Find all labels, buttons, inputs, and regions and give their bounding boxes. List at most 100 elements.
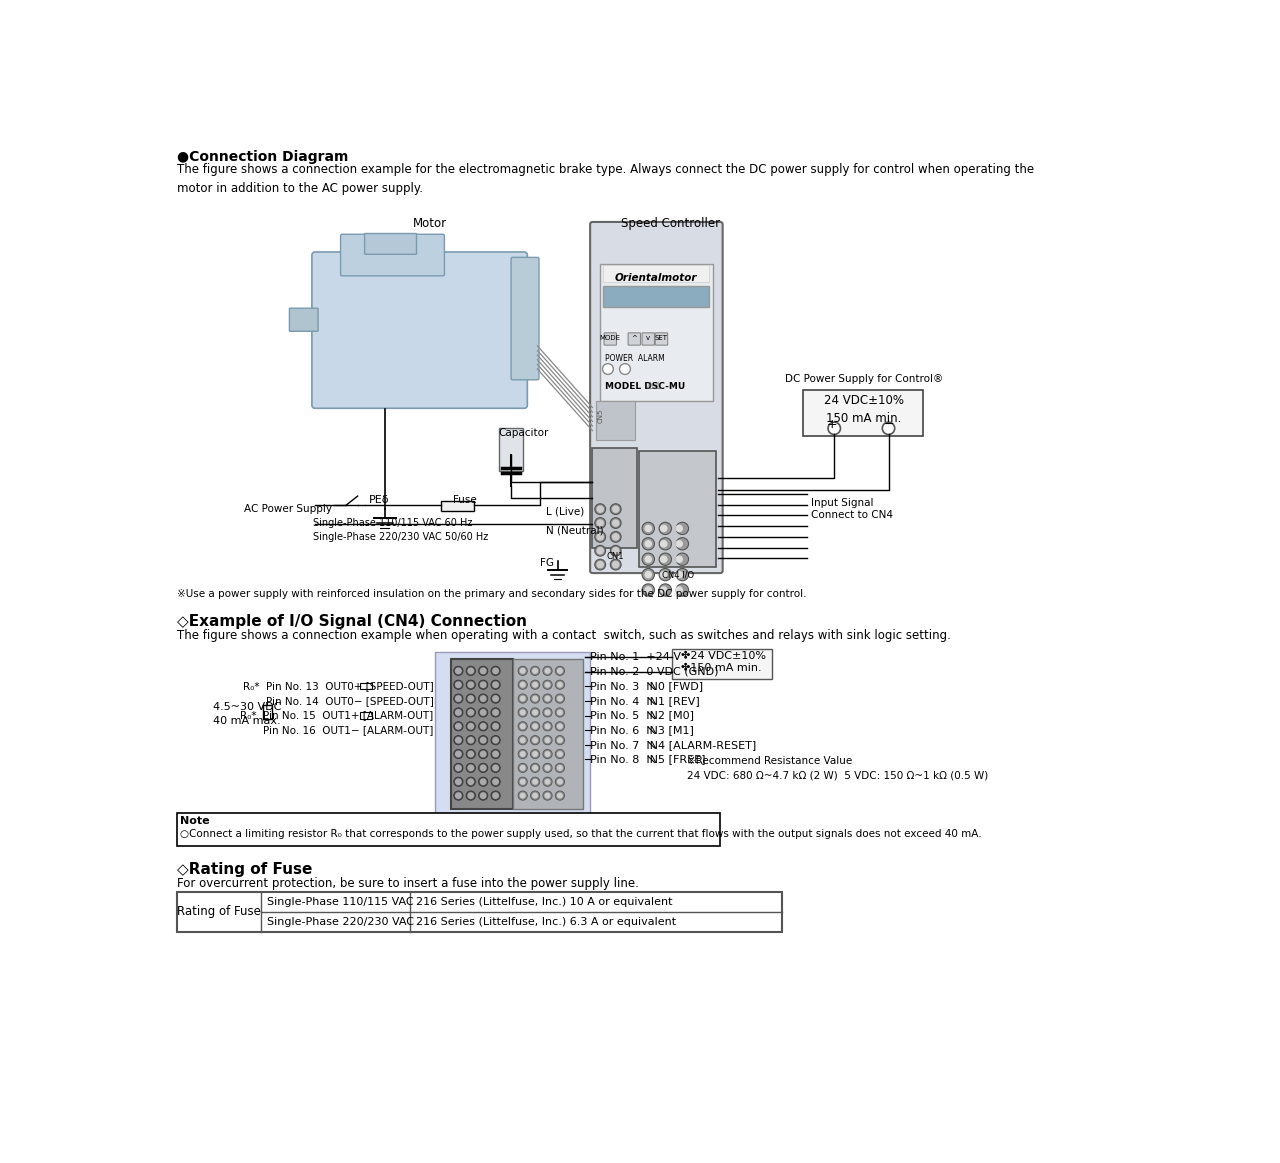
Text: Single-Phase 110/115 VAC: Single-Phase 110/115 VAC	[268, 897, 413, 907]
Circle shape	[468, 737, 474, 743]
Circle shape	[611, 518, 621, 528]
Text: PEδ: PEδ	[369, 495, 389, 505]
Text: FG: FG	[540, 558, 554, 568]
Bar	[804, 390, 923, 436]
Circle shape	[468, 751, 474, 757]
Circle shape	[468, 682, 474, 687]
Circle shape	[453, 680, 463, 690]
Text: Single-Phase 110/115 VAC 60 Hz
Single-Phase 220/230 VAC 50/60 Hz: Single-Phase 110/115 VAC 60 Hz Single-Ph…	[314, 518, 489, 542]
Circle shape	[456, 765, 461, 771]
Circle shape	[468, 709, 474, 715]
Circle shape	[613, 562, 618, 568]
FancyBboxPatch shape	[340, 234, 444, 276]
Circle shape	[492, 735, 500, 744]
Circle shape	[480, 793, 486, 798]
Circle shape	[532, 669, 538, 673]
Circle shape	[556, 708, 564, 718]
Circle shape	[480, 737, 486, 743]
Circle shape	[545, 779, 550, 784]
Circle shape	[518, 694, 527, 704]
Circle shape	[479, 749, 488, 758]
Text: 216 Series (Littelfuse, Inc.) 6.3 A or equivalent: 216 Series (Littelfuse, Inc.) 6.3 A or e…	[416, 916, 676, 927]
Circle shape	[466, 749, 475, 758]
Circle shape	[558, 793, 562, 798]
Circle shape	[660, 541, 667, 547]
Circle shape	[518, 722, 527, 730]
Circle shape	[530, 708, 540, 718]
Text: Orientalmotor: Orientalmotor	[614, 273, 698, 283]
Text: MODEL DSC-MU: MODEL DSC-MU	[605, 383, 685, 391]
Circle shape	[676, 571, 682, 578]
Text: MODE: MODE	[600, 335, 621, 341]
Text: R₀*  Pin No. 13  OUT0+ [SPEED-OUT]: R₀* Pin No. 13 OUT0+ [SPEED-OUT]	[243, 682, 434, 691]
Circle shape	[645, 556, 652, 562]
Text: Capacitor: Capacitor	[499, 428, 549, 438]
Circle shape	[493, 682, 498, 687]
Circle shape	[543, 680, 552, 690]
Circle shape	[466, 777, 475, 786]
Text: AC Power Supply: AC Power Supply	[243, 504, 332, 514]
Circle shape	[480, 695, 486, 701]
Circle shape	[545, 697, 550, 701]
Circle shape	[480, 751, 486, 757]
Circle shape	[545, 751, 550, 756]
Circle shape	[479, 791, 488, 800]
Circle shape	[620, 364, 631, 374]
Text: 4.5~30 VDC
40 mA max.: 4.5~30 VDC 40 mA max.	[212, 701, 282, 726]
Circle shape	[479, 694, 488, 704]
Circle shape	[660, 587, 667, 593]
Circle shape	[558, 765, 562, 770]
Circle shape	[493, 765, 498, 771]
Text: CN1: CN1	[607, 551, 623, 561]
Circle shape	[643, 569, 654, 580]
Circle shape	[643, 554, 654, 565]
Circle shape	[453, 694, 463, 704]
Circle shape	[645, 571, 652, 578]
Text: N (Neutral): N (Neutral)	[547, 526, 604, 535]
Circle shape	[545, 683, 550, 687]
Circle shape	[492, 722, 500, 730]
Circle shape	[466, 694, 475, 704]
Circle shape	[480, 709, 486, 715]
Circle shape	[543, 763, 552, 772]
Circle shape	[532, 725, 538, 728]
Circle shape	[532, 793, 538, 798]
Circle shape	[466, 735, 475, 744]
Circle shape	[532, 751, 538, 756]
Circle shape	[660, 571, 667, 578]
Text: Input Signal
Connect to CN4: Input Signal Connect to CN4	[812, 499, 893, 520]
Text: R₀*  Pin No. 15  OUT1+ [ALARM-OUT]: R₀* Pin No. 15 OUT1+ [ALARM-OUT]	[241, 711, 434, 721]
Circle shape	[659, 537, 672, 550]
Circle shape	[456, 723, 461, 729]
Circle shape	[493, 751, 498, 757]
Circle shape	[545, 725, 550, 728]
Bar	[513, 659, 584, 809]
Circle shape	[530, 735, 540, 744]
Circle shape	[532, 779, 538, 784]
Circle shape	[521, 779, 525, 784]
Circle shape	[676, 522, 689, 535]
Circle shape	[595, 531, 605, 542]
Text: Pin No. 5  IN2 [M0]: Pin No. 5 IN2 [M0]	[590, 711, 694, 721]
Text: ※Use a power supply with reinforced insulation on the primary and secondary side: ※Use a power supply with reinforced insu…	[177, 590, 806, 599]
Circle shape	[532, 683, 538, 687]
Bar	[603, 286, 709, 307]
Circle shape	[479, 735, 488, 744]
Circle shape	[558, 697, 562, 701]
Circle shape	[556, 680, 564, 690]
Circle shape	[676, 556, 682, 562]
Circle shape	[456, 751, 461, 757]
Bar	[499, 428, 524, 471]
Text: 24 VDC±10%
150 mA min.: 24 VDC±10% 150 mA min.	[824, 393, 904, 424]
Circle shape	[480, 779, 486, 784]
Bar	[639, 451, 717, 566]
Circle shape	[545, 737, 550, 742]
Circle shape	[453, 763, 463, 772]
Text: POWER  ALARM: POWER ALARM	[605, 354, 664, 363]
FancyBboxPatch shape	[312, 252, 527, 408]
Bar	[672, 649, 772, 678]
Circle shape	[595, 545, 605, 556]
Circle shape	[558, 751, 562, 756]
Text: Pin No. 7  IN4 [ALARM-RESET]: Pin No. 7 IN4 [ALARM-RESET]	[590, 740, 756, 750]
Circle shape	[479, 680, 488, 690]
